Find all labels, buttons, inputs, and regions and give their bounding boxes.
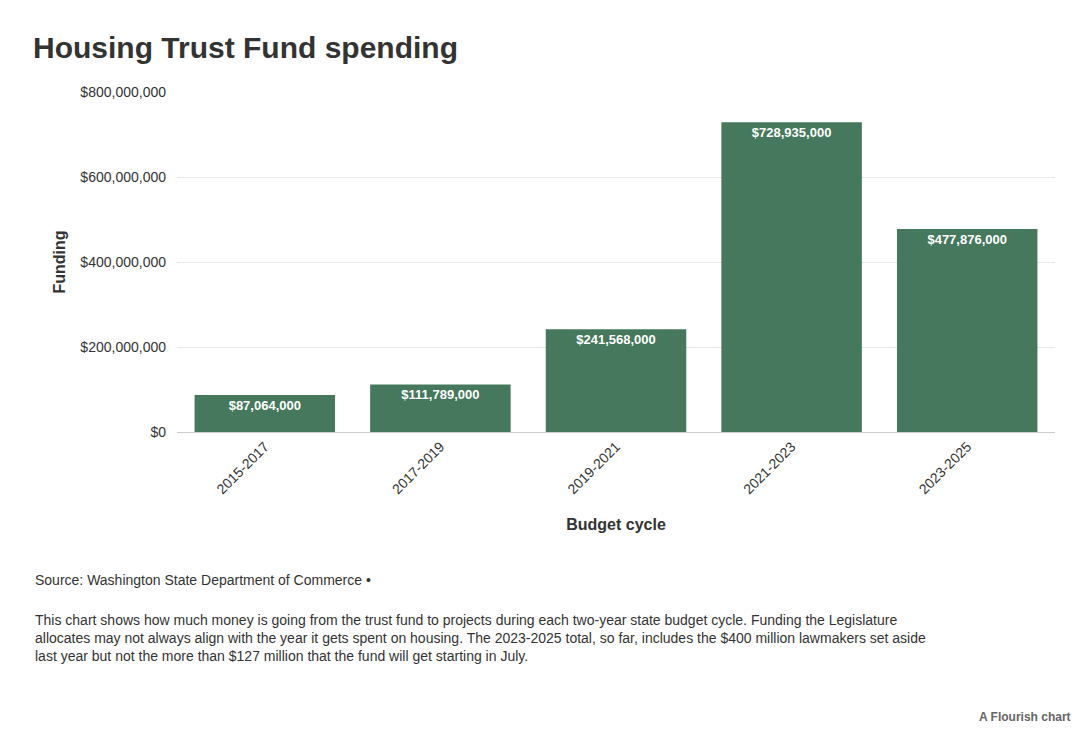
svg-text:2015-2017: 2015-2017 [213, 438, 272, 497]
svg-text:2021-2023: 2021-2023 [740, 438, 799, 497]
svg-text:$241,568,000: $241,568,000 [576, 332, 656, 347]
svg-text:Funding: Funding [51, 230, 68, 293]
svg-text:2017-2019: 2017-2019 [389, 438, 448, 497]
svg-text:$0: $0 [150, 424, 166, 440]
svg-text:Housing Trust Fund spending: Housing Trust Fund spending [33, 31, 458, 64]
svg-text:$600,000,000: $600,000,000 [80, 169, 166, 185]
svg-text:2019-2021: 2019-2021 [564, 438, 623, 497]
svg-text:This chart shows how much mone: This chart shows how much money is going… [35, 612, 926, 664]
svg-text:A Flourish chart: A Flourish chart [979, 710, 1071, 724]
svg-text:$87,064,000: $87,064,000 [229, 398, 301, 413]
svg-text:$477,876,000: $477,876,000 [927, 232, 1007, 247]
svg-text:Source: Washington State Depar: Source: Washington State Department of C… [35, 572, 371, 588]
svg-text:$111,789,000: $111,789,000 [401, 387, 479, 402]
svg-text:$400,000,000: $400,000,000 [80, 254, 166, 270]
svg-text:$728,935,000: $728,935,000 [752, 125, 832, 140]
svg-text:Budget cycle: Budget cycle [566, 516, 666, 533]
svg-text:$800,000,000: $800,000,000 [80, 84, 166, 100]
svg-text:2023-2025: 2023-2025 [916, 438, 975, 497]
svg-text:$200,000,000: $200,000,000 [80, 339, 166, 355]
